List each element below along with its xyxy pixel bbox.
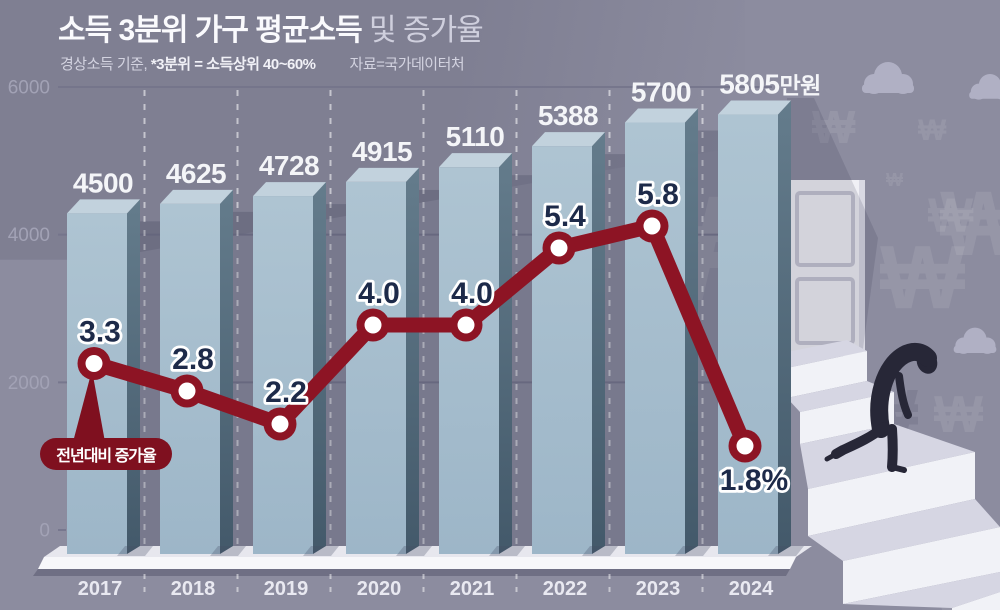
growth-value-label: 4.0: [451, 277, 493, 310]
bar-value-labels: 4500 4625 4728 4915 5110 5388 5700 5805만원: [73, 69, 821, 199]
bar-2020: [346, 167, 432, 556]
year-separators: [143, 574, 704, 600]
bar-value-label: 5805만원: [719, 69, 821, 100]
growth-value-label: 5.8: [637, 178, 679, 211]
growth-value-label: 2.8: [172, 343, 214, 376]
cloud-icon: [953, 327, 997, 354]
year-label: 2017: [78, 578, 123, 600]
won-icon: ₩: [934, 386, 984, 444]
growth-value-label: 2.2: [265, 376, 307, 409]
title-rest: 및 증가율: [361, 14, 484, 47]
won-icon: ₩: [928, 190, 974, 243]
growth-value-label: 1.8%: [720, 464, 788, 497]
bar-2019: [253, 182, 339, 556]
won-icon: ₩: [812, 101, 856, 153]
y-axis-tick-label: 4000: [8, 225, 50, 246]
bar-series: [67, 100, 804, 556]
title-main: 소득 3분위 가구 평균소득: [58, 14, 363, 47]
page-title: 소득 3분위 가구 평균소득 및 증가율: [58, 14, 484, 49]
won-icon: ₩: [886, 170, 903, 190]
bar-cast-shadow: [787, 98, 878, 356]
subtitle-definition: *3분위 = 소득상위 40~60%: [150, 55, 316, 73]
x-axis-labels: 2017 2018 2019 2020 2021 2022 2023 2024: [78, 578, 774, 600]
bar-value-label: 4625: [166, 158, 226, 189]
year-label: 2022: [543, 578, 588, 600]
growth-value-label: 5.4: [544, 200, 586, 233]
bar-value-label: 4728: [259, 150, 319, 181]
subtitle-prefix: 경상소득 기준,: [60, 55, 151, 73]
won-icon: ₩: [940, 173, 1000, 275]
door-illustration: [787, 98, 878, 356]
y-axis-tick-label: 2000: [8, 373, 50, 394]
bar-2024: [718, 100, 804, 556]
y-axis-tick-label: 0: [39, 521, 50, 542]
title-block: 소득 3분위 가구 평균소득 및 증가율 경상소득 기준, *3분위 = 소득상…: [58, 14, 484, 73]
growth-value-label: 3.3: [79, 316, 121, 349]
callout-pointer: [73, 370, 105, 442]
cloud-icons: [862, 62, 1000, 354]
bar-2023: [625, 108, 711, 556]
data-source: 자료=국가데이터처: [349, 55, 465, 73]
won-icon: ₩: [918, 114, 947, 147]
bar-2021: [439, 153, 525, 556]
growth-value-labels: 3.3 2.8 2.2 4.0 4.0 5.4 5.8 1.8%: [76, 175, 791, 500]
year-label: 2019: [264, 578, 309, 600]
year-label: 2024: [729, 578, 774, 600]
year-label: 2020: [357, 578, 402, 600]
bar-value-label: 5700: [631, 77, 691, 108]
person-silhouette: [824, 342, 938, 473]
growth-rate-callout: 전년대비 증가율: [40, 438, 172, 470]
bar-value-label: 4500: [73, 167, 133, 198]
bar-value-label: 5388: [538, 100, 598, 131]
subtitle: 경상소득 기준, *3분위 = 소득상위 40~60% 자료=국가데이터처: [60, 56, 483, 73]
floor-platform: [33, 546, 812, 576]
won-icon: ₩: [880, 228, 965, 328]
year-label: 2018: [171, 578, 216, 600]
year-label: 2021: [450, 578, 495, 600]
year-label: 2023: [636, 578, 681, 600]
growth-line-series: [77, 209, 762, 463]
staircase-illustration: [787, 340, 1000, 610]
cloud-icon: [969, 74, 1000, 100]
cloud-icon: [862, 62, 914, 94]
y-axis-tick-label: 6000: [8, 78, 50, 99]
growth-value-label: 4.0: [358, 277, 400, 310]
bar-value-label: 4915: [352, 136, 412, 167]
bar-value-label: 5110: [446, 121, 505, 152]
